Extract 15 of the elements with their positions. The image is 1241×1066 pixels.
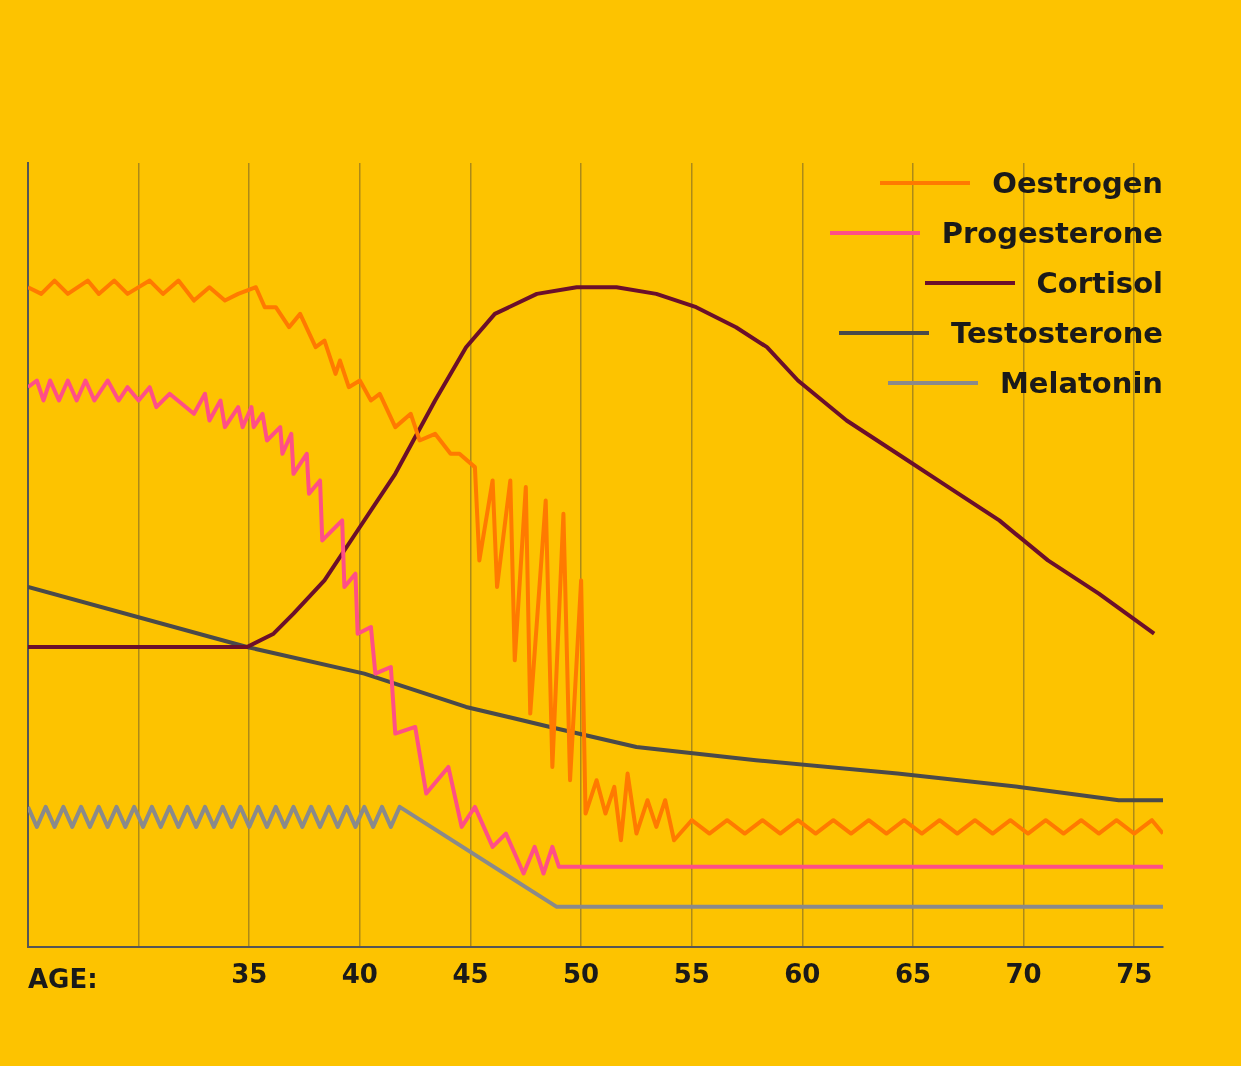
x-tick-label: 55 bbox=[673, 959, 710, 990]
legend-label: Testosterone bbox=[951, 316, 1163, 350]
x-axis-title: AGE: bbox=[28, 963, 98, 994]
legend-label: Cortisol bbox=[1036, 266, 1163, 300]
legend-label: Melatonin bbox=[999, 366, 1163, 400]
x-tick-label: 50 bbox=[563, 959, 600, 990]
x-tick-label: 40 bbox=[341, 959, 378, 990]
legend-label: Progesterone bbox=[941, 216, 1163, 250]
legend-label: Oestrogen bbox=[992, 166, 1163, 200]
x-tick-label: 45 bbox=[452, 959, 489, 990]
x-tick-label: 60 bbox=[784, 959, 821, 990]
x-tick-label: 35 bbox=[231, 959, 268, 990]
x-tick-label: 75 bbox=[1116, 959, 1153, 990]
x-tick-label: 65 bbox=[894, 959, 932, 990]
x-tick-label: 70 bbox=[1005, 959, 1042, 990]
